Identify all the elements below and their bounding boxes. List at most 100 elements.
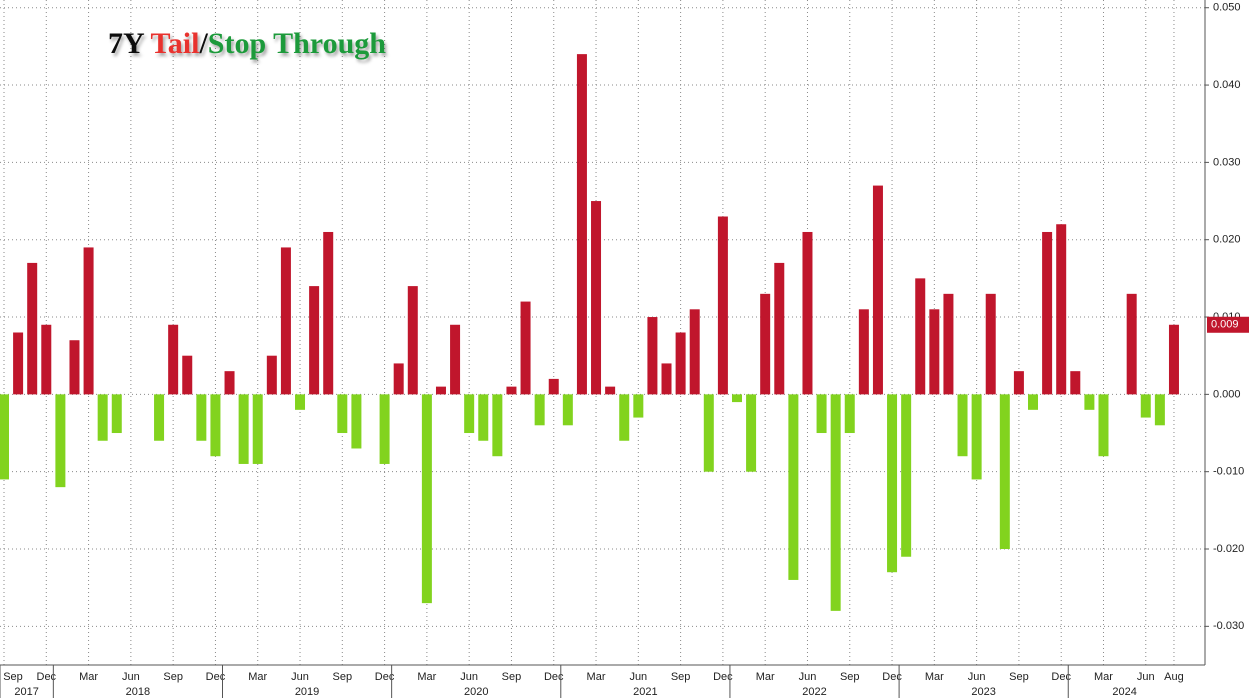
x-tick-label: Mar	[248, 671, 267, 683]
x-tick-label: Jun	[968, 671, 986, 683]
x-tick-label: Dec	[1051, 671, 1071, 683]
year-label: 2023	[971, 686, 995, 698]
year-label: 2018	[126, 686, 150, 698]
bar	[816, 394, 827, 434]
title-segment: Stop Through	[208, 27, 386, 60]
bar	[506, 386, 517, 395]
bar	[1084, 394, 1095, 410]
bar	[97, 394, 108, 441]
bar	[0, 394, 9, 480]
bar	[999, 394, 1010, 550]
title-segment: 7Y	[108, 27, 151, 60]
x-tick-label: Mar	[79, 671, 98, 683]
x-tick-label: Dec	[713, 671, 733, 683]
bar	[844, 394, 855, 434]
x-tick-label: Sep	[502, 671, 522, 683]
x-tick-label: Dec	[206, 671, 226, 683]
bar	[111, 394, 122, 434]
y-tick-label: 0.040	[1213, 79, 1241, 91]
bar	[647, 317, 658, 395]
bar	[858, 309, 869, 395]
bar	[13, 332, 24, 395]
bar	[957, 394, 968, 457]
x-tick-label: Sep	[671, 671, 691, 683]
bar	[1070, 371, 1081, 395]
bar	[830, 394, 841, 611]
bar	[196, 394, 207, 441]
bar	[915, 278, 926, 395]
bar	[689, 309, 700, 395]
year-label: 2022	[802, 686, 826, 698]
bar	[619, 394, 630, 441]
x-tick-label: Mar	[925, 671, 944, 683]
x-tick-label: Mar	[756, 671, 775, 683]
x-tick-label: Dec	[882, 671, 902, 683]
bar	[774, 262, 785, 395]
y-tick-label: -0.010	[1213, 466, 1244, 478]
bar	[309, 286, 320, 395]
bar	[252, 394, 263, 464]
bar	[1042, 231, 1053, 395]
x-tick-label: Sep	[333, 671, 353, 683]
bar	[435, 386, 446, 395]
chart-title: 7Y Tail/Stop Through	[108, 27, 386, 60]
bar	[605, 386, 616, 395]
x-tick-label: Mar	[417, 671, 436, 683]
title-segment: Tail	[151, 27, 200, 60]
x-tick-label: Sep	[840, 671, 860, 683]
bar	[1056, 224, 1067, 395]
bar	[520, 301, 531, 395]
bar	[872, 185, 883, 395]
bar	[238, 394, 249, 464]
x-tick-label: Sep	[3, 671, 23, 683]
x-tick-label: Dec	[375, 671, 395, 683]
bar	[548, 378, 559, 395]
bar	[717, 216, 728, 395]
bar	[703, 394, 714, 472]
y-tick-label: 0.050	[1213, 2, 1241, 14]
bar	[985, 293, 996, 395]
y-tick-label: 0.030	[1213, 156, 1241, 168]
x-tick-label: Dec	[544, 671, 564, 683]
year-label: 2017	[14, 686, 38, 698]
x-tick-label: Aug	[1164, 671, 1184, 683]
x-tick-label: Mar	[587, 671, 606, 683]
bar	[562, 394, 573, 426]
bar	[576, 54, 587, 395]
x-tick-label: Jun	[629, 671, 647, 683]
bar	[591, 201, 602, 395]
bar	[492, 394, 503, 457]
y-tick-label: 0.020	[1213, 234, 1241, 246]
bar	[661, 363, 672, 395]
bar	[1126, 293, 1137, 395]
bar	[633, 394, 644, 418]
y-tick-label: -0.030	[1213, 620, 1244, 632]
x-tick-label: Sep	[1009, 671, 1029, 683]
bar	[280, 247, 291, 395]
bar	[379, 394, 390, 464]
bar	[1028, 394, 1039, 410]
year-label: 2024	[1112, 686, 1136, 698]
bar	[168, 324, 179, 395]
bar	[210, 394, 221, 457]
bar	[746, 394, 757, 472]
bar	[1168, 324, 1179, 395]
bar	[55, 394, 66, 488]
bar	[1154, 394, 1165, 426]
y-tick-label: -0.020	[1213, 543, 1244, 555]
bar	[802, 231, 813, 395]
bar	[901, 394, 912, 557]
bar	[1140, 394, 1151, 418]
x-tick-label: Jun	[122, 671, 140, 683]
bar	[83, 247, 94, 395]
bar	[224, 371, 235, 395]
bar	[337, 394, 348, 434]
x-tick-label: Jun	[799, 671, 817, 683]
x-tick-label: Jun	[291, 671, 309, 683]
bar	[1013, 371, 1024, 395]
bar	[295, 394, 306, 410]
bar	[788, 394, 799, 580]
bar	[971, 394, 982, 480]
